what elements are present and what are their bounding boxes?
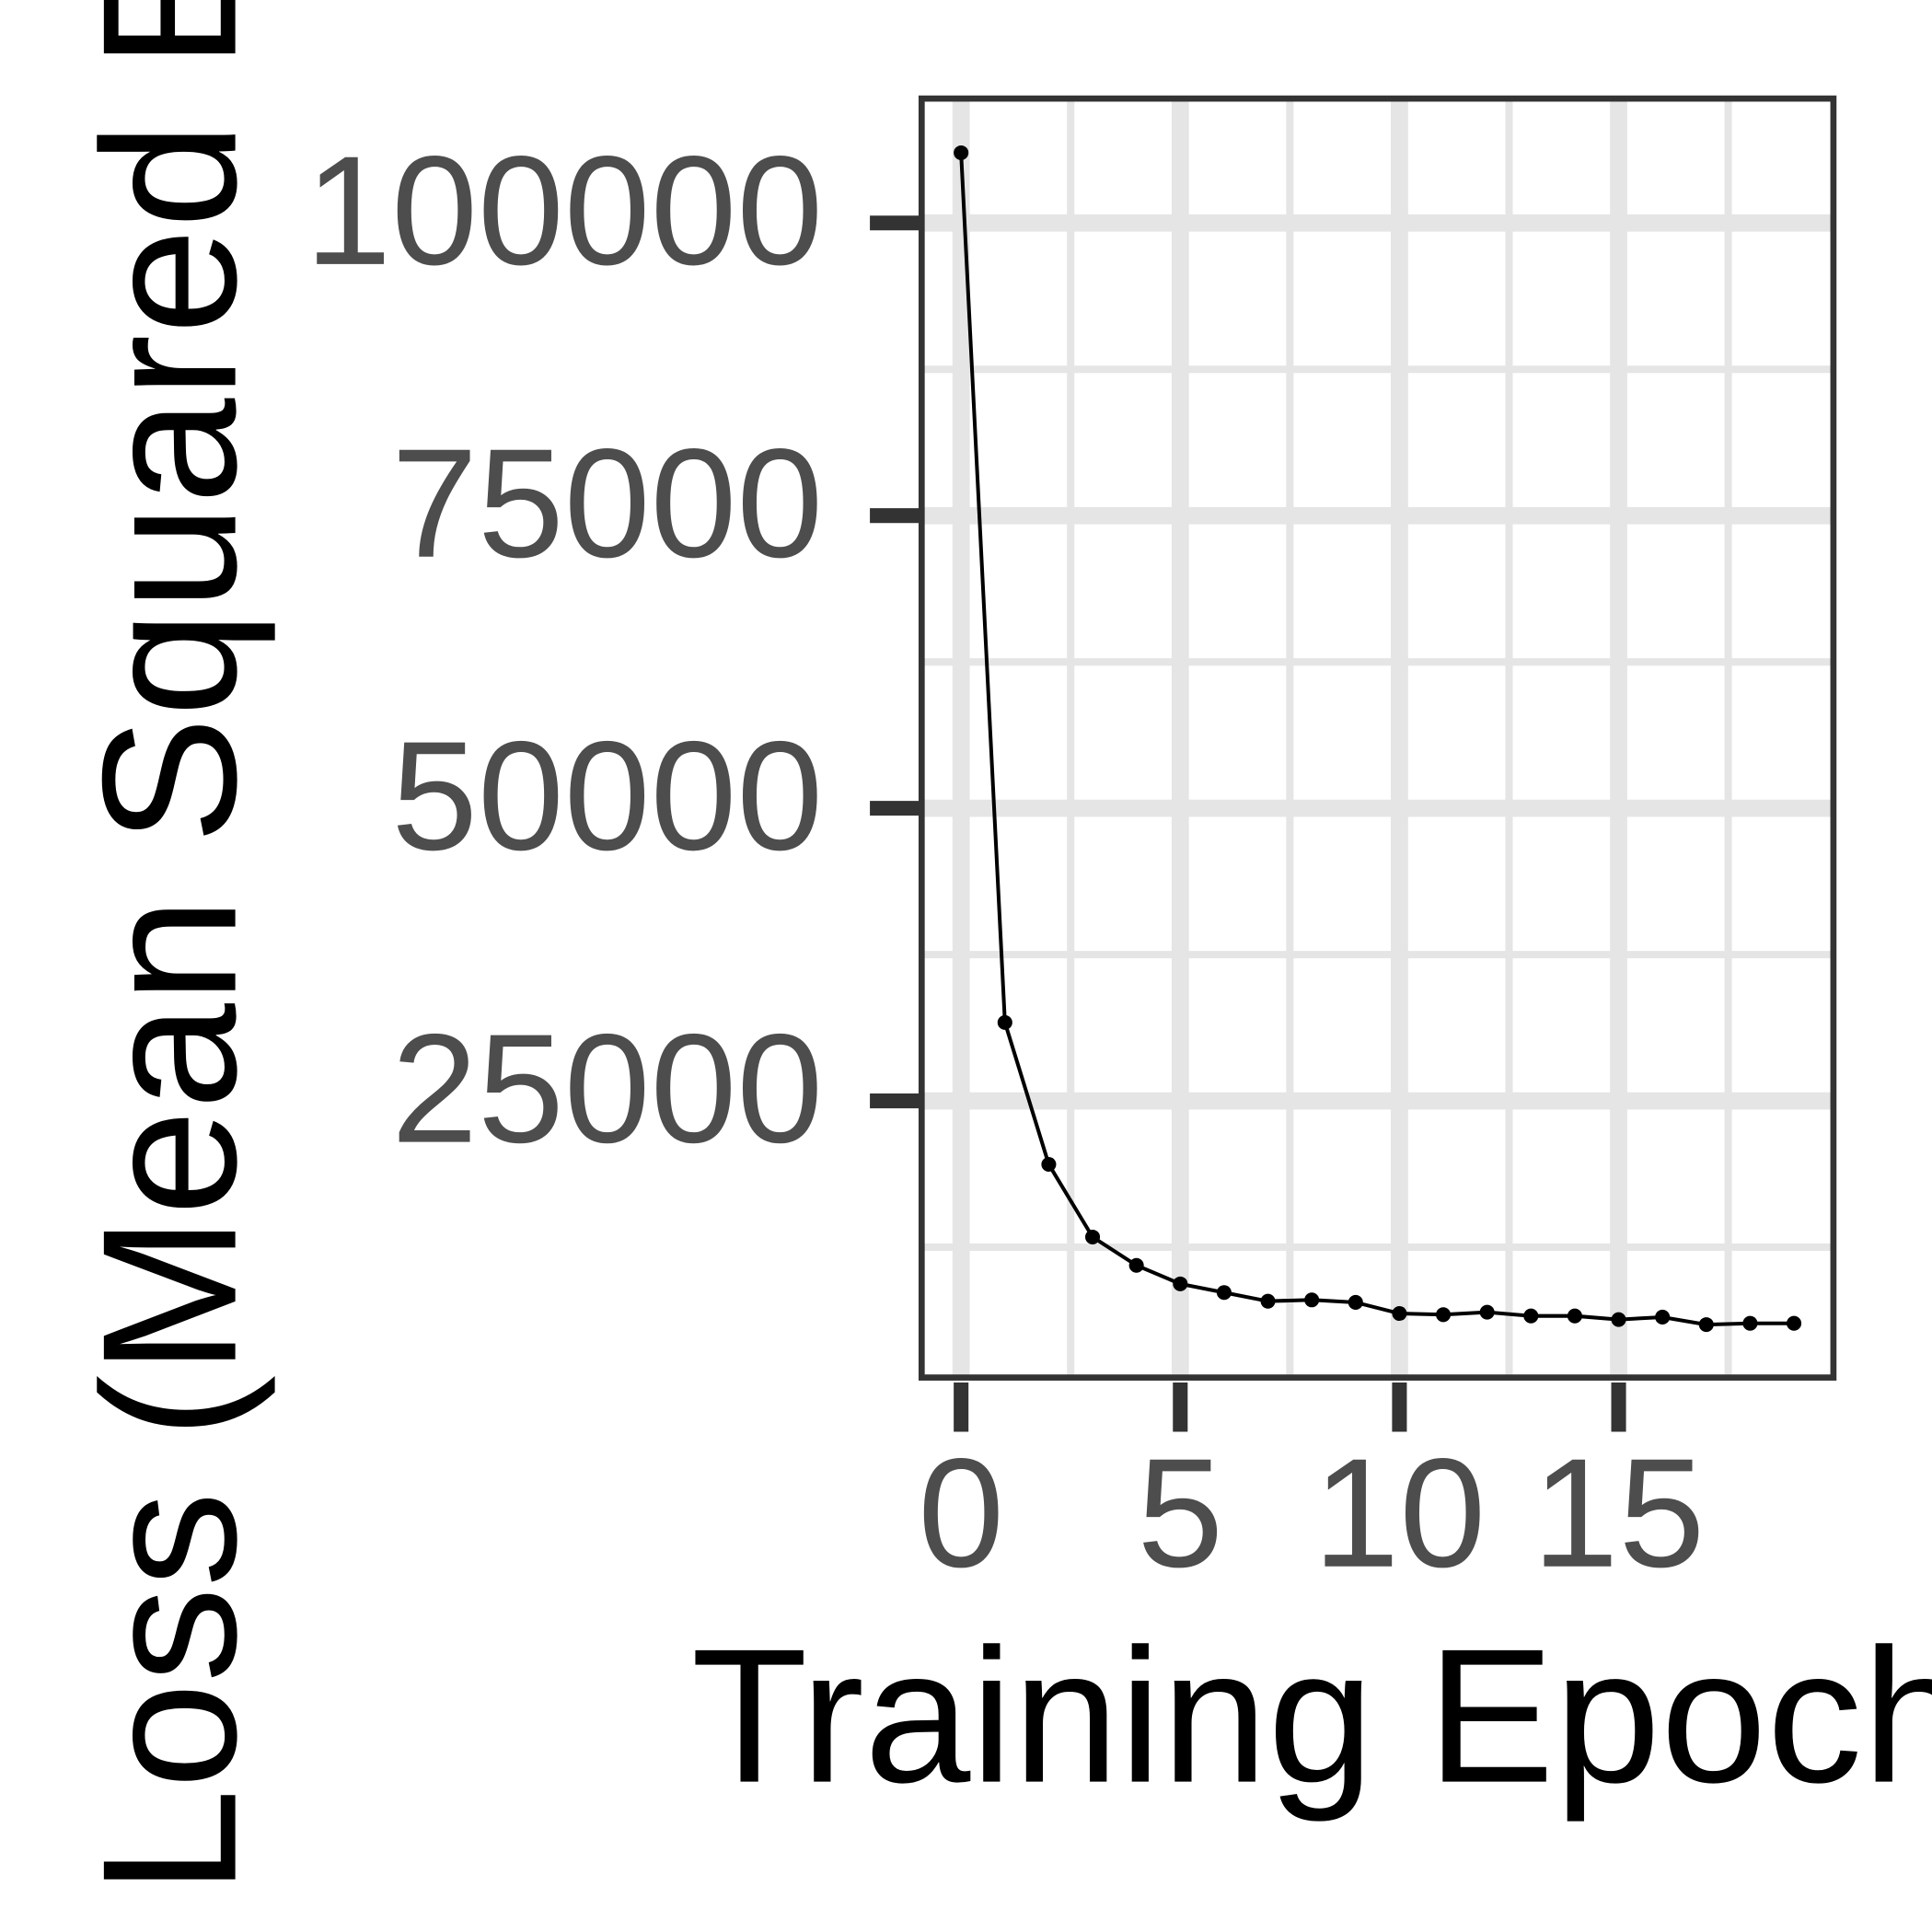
x-tick-label: 10 xyxy=(1313,1426,1487,1600)
x-tick-label: 0 xyxy=(918,1426,1004,1600)
point xyxy=(1085,1229,1101,1245)
y-axis-title: Loss (Mean Squared Error) xyxy=(63,0,276,1895)
point xyxy=(1567,1308,1582,1324)
point xyxy=(1698,1317,1714,1333)
panel-background xyxy=(921,98,1834,1378)
point xyxy=(1787,1315,1802,1331)
point xyxy=(1392,1305,1407,1322)
point xyxy=(1041,1156,1057,1173)
point xyxy=(997,1014,1012,1030)
x-tick-label: 15 xyxy=(1533,1426,1706,1600)
point xyxy=(1436,1307,1452,1323)
y-tick-label: 75000 xyxy=(391,416,823,590)
x-tick-label: 5 xyxy=(1137,1426,1223,1600)
panel-border xyxy=(918,95,1837,1381)
y-tick-label: 25000 xyxy=(391,1001,823,1175)
point xyxy=(1523,1308,1539,1324)
point xyxy=(1611,1312,1626,1327)
point xyxy=(1742,1315,1758,1331)
y-tick-label: 100000 xyxy=(305,123,823,297)
point xyxy=(1260,1293,1276,1309)
point xyxy=(1655,1309,1671,1325)
point xyxy=(1128,1257,1144,1273)
point xyxy=(1216,1285,1232,1301)
point xyxy=(1173,1276,1188,1291)
point xyxy=(1304,1292,1320,1308)
y-tick-label: 50000 xyxy=(391,709,823,883)
point xyxy=(954,145,969,161)
point xyxy=(1479,1304,1495,1320)
x-axis-title: Training Epochs xyxy=(691,1609,1932,1822)
point xyxy=(1348,1294,1363,1310)
